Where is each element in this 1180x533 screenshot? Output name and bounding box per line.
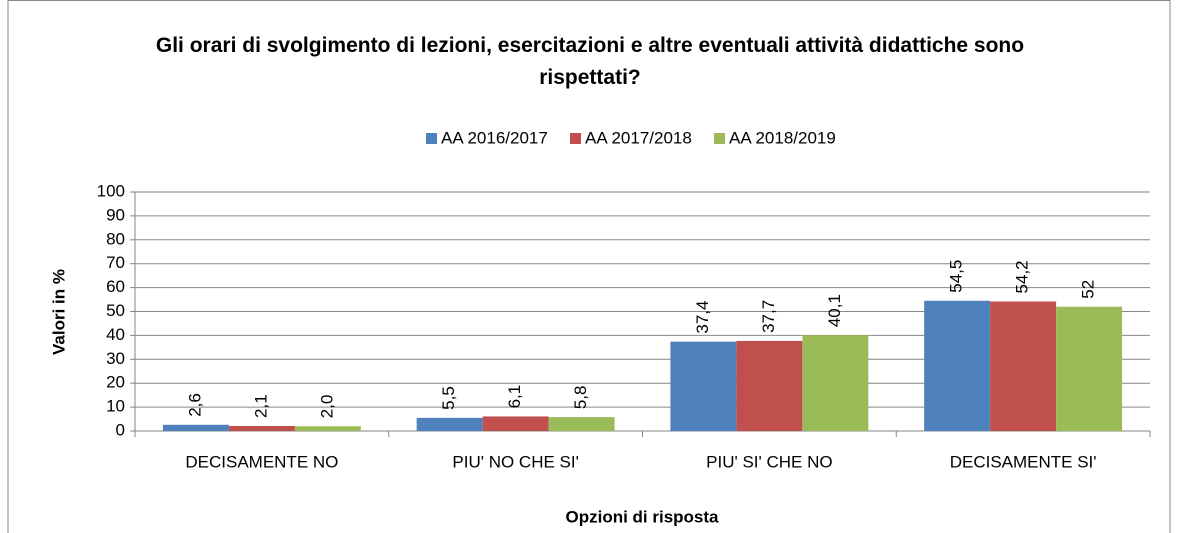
y-tick-label: 30: [106, 349, 125, 368]
data-label: 54,5: [947, 260, 966, 293]
data-label: 5,5: [439, 386, 458, 410]
chart-frame: [7, 0, 1171, 533]
bar: [548, 417, 615, 431]
legend-swatch: [570, 133, 581, 144]
y-tick-label: 20: [106, 373, 125, 392]
data-label: 5,8: [571, 385, 590, 409]
y-tick-label: 10: [106, 397, 125, 416]
data-label: 54,2: [1013, 260, 1032, 293]
bar: [294, 426, 361, 431]
y-axis-label: Valori in %: [49, 269, 68, 355]
bar: [736, 340, 803, 431]
y-tick-label: 40: [106, 325, 125, 344]
legend-swatch: [714, 133, 725, 144]
y-tick-label: 80: [106, 229, 125, 248]
x-tick-label: PIU' NO CHE SI': [452, 452, 578, 471]
chart-title: Gli orari di svolgimento di lezioni, ese…: [155, 34, 1025, 89]
bar: [670, 341, 737, 431]
data-label: 52: [1079, 280, 1098, 299]
y-tick-label: 100: [97, 181, 125, 200]
bar: [416, 417, 483, 431]
data-label: 40,1: [825, 294, 844, 327]
y-tick-label: 90: [106, 205, 125, 224]
x-tick-label: DECISAMENTE NO: [185, 452, 338, 471]
bar: [162, 424, 229, 431]
y-tick-label: 60: [106, 277, 125, 296]
bar: [228, 425, 295, 431]
y-tick-label: 50: [106, 301, 125, 320]
bar: [924, 300, 991, 431]
bar: [990, 301, 1057, 431]
data-label: 2,1: [251, 394, 270, 418]
bar: [802, 335, 869, 431]
data-label: 37,4: [693, 301, 712, 334]
data-label: 37,7: [759, 300, 778, 333]
data-label: 6,1: [505, 385, 524, 409]
legend-label: AA 2016/2017: [441, 128, 548, 147]
x-tick-label: PIU' SI' CHE NO: [706, 452, 832, 471]
data-label: 2,6: [185, 393, 204, 417]
x-tick-label: DECISAMENTE SI': [950, 452, 1097, 471]
bar: [1056, 306, 1123, 431]
legend-swatch: [426, 133, 437, 144]
legend-label: AA 2018/2019: [729, 128, 836, 147]
y-tick-label: 0: [116, 420, 125, 439]
y-tick-label: 70: [106, 253, 125, 272]
legend-label: AA 2017/2018: [585, 128, 692, 147]
x-axis-label: Opzioni di risposta: [565, 507, 719, 526]
bar: [482, 416, 549, 431]
data-label: 2,0: [317, 395, 336, 419]
